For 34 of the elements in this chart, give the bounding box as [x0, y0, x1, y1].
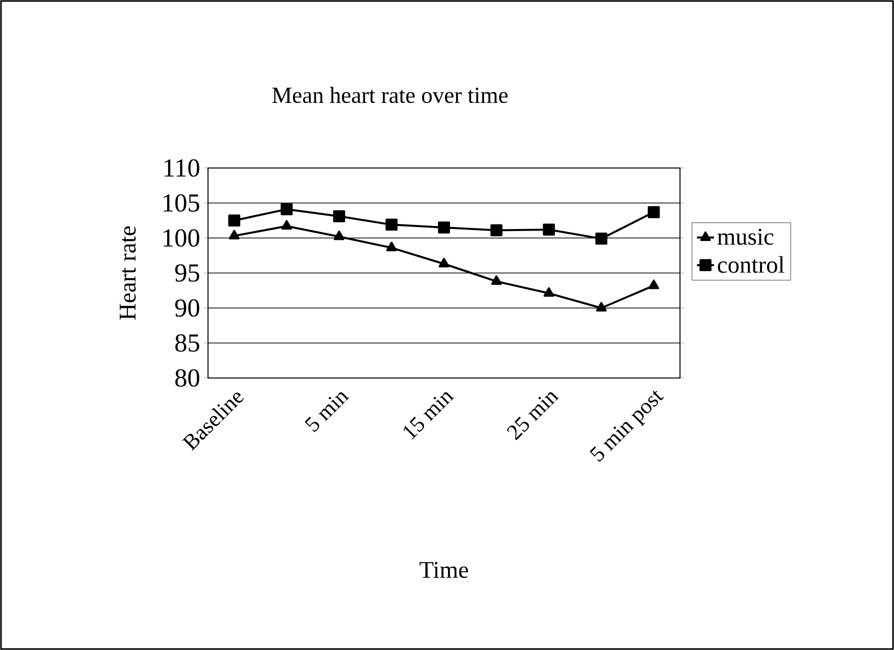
point: [490, 224, 502, 236]
y-tick-label: 95: [175, 264, 200, 282]
point: [333, 210, 346, 222]
point: [334, 230, 344, 240]
x-tick-label: 5 min post: [590, 390, 664, 462]
point: [491, 275, 502, 285]
point: [648, 206, 660, 218]
legend-label: music: [717, 228, 774, 245]
x-tick-label: 15 min: [404, 392, 454, 440]
y-tick-label: 110: [164, 159, 200, 177]
point: [544, 287, 554, 297]
chart-title: Mean heart rate over time: [272, 86, 508, 104]
y-tick-label: 85: [175, 334, 200, 352]
x-tick-label: 25 min: [506, 392, 559, 440]
point: [542, 224, 555, 236]
point: [648, 280, 660, 290]
y-axis-title: Heart rate: [120, 226, 136, 320]
point: [596, 302, 607, 312]
point: [281, 220, 292, 230]
y-tick-label: 80: [175, 369, 200, 387]
y-tick-label: 100: [164, 229, 200, 247]
point: [386, 218, 398, 231]
point: [438, 221, 450, 234]
point: [438, 258, 450, 268]
point: [386, 242, 397, 252]
x-tick-label: 5 min: [304, 392, 350, 432]
y-tick-label: 105: [164, 194, 200, 212]
point: [280, 203, 293, 216]
point: [228, 214, 240, 226]
legend-label: control: [718, 256, 784, 273]
x-axis-title: Time: [420, 562, 468, 578]
y-tick-label: 90: [175, 299, 200, 317]
point: [228, 230, 240, 240]
point: [595, 232, 608, 245]
